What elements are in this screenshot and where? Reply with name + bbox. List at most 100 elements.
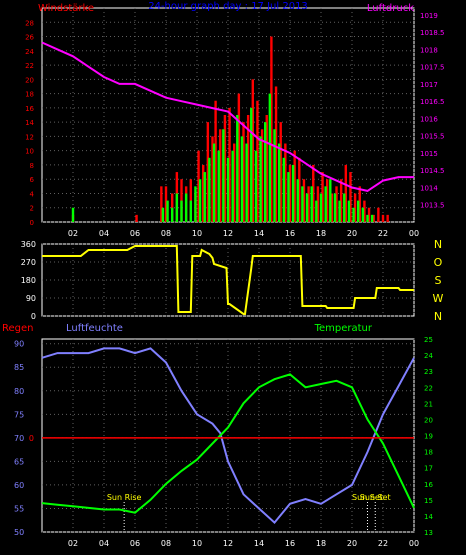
wind-bar	[212, 143, 216, 222]
wind-x-tick-label: 12	[223, 229, 233, 238]
gust-bar	[316, 186, 320, 222]
gust-bar	[164, 186, 168, 222]
wind-bar	[236, 115, 239, 222]
pressure-line	[41, 41, 414, 192]
temperature-y-tick-label: 13	[424, 529, 433, 537]
wind-bar	[338, 200, 341, 222]
gust-bar	[298, 157, 301, 222]
humidity-y-tick-label: 85	[14, 363, 24, 372]
gust-bar	[219, 129, 222, 222]
wind-bar	[352, 207, 355, 222]
temperature-y-tick-label: 25	[424, 336, 433, 344]
compass-label: W	[433, 292, 444, 305]
wind-bar	[171, 207, 174, 222]
wind-x-tick-label: 22	[378, 229, 388, 238]
climate-x-tick-label: 16	[285, 539, 295, 548]
wind-bar	[203, 172, 206, 222]
wind-y-tick-label: 0	[30, 219, 34, 227]
gust-bar	[367, 207, 371, 222]
wind-x-tick-label: 14	[254, 229, 264, 238]
wind-bar	[222, 129, 225, 222]
wind-bar	[315, 200, 318, 222]
wind-x-tick-label: 02	[68, 229, 78, 238]
wind-bar	[291, 164, 295, 222]
wind-x-tick-label: 04	[99, 229, 109, 238]
gust-bar	[206, 122, 210, 222]
gust-bar	[270, 36, 273, 223]
pressure-y-tick-label: 1018	[420, 46, 438, 54]
pressure-y-tick-label: 1013.5	[420, 202, 445, 210]
pressure-y-tick-label: 1015	[420, 150, 438, 158]
wind-y-tick-label: 26	[25, 34, 34, 42]
pressure-axis-title: Luftdruck	[367, 3, 414, 14]
temperature-y-tick-label: 16	[424, 481, 433, 489]
compass-label: N	[434, 238, 442, 251]
gust-bar	[279, 122, 282, 222]
humidity-y-tick-label: 70	[14, 434, 24, 443]
temperature-y-tick-label: 22	[424, 384, 433, 392]
wind-bar	[324, 186, 327, 222]
pressure-y-tick-label: 1017.5	[420, 64, 445, 72]
temperature-y-tick-label: 20	[424, 416, 433, 424]
gust-bar	[339, 179, 343, 222]
wind-bar	[287, 172, 290, 222]
wind-bar	[277, 143, 281, 222]
gust-bar	[288, 164, 292, 222]
pressure-y-tick-label: 1014.5	[420, 167, 445, 175]
wind-bar	[296, 179, 299, 222]
wind-bar	[282, 157, 285, 222]
wind-bar	[319, 193, 323, 222]
wind-bar	[273, 129, 276, 222]
gust-bar	[302, 179, 306, 222]
wind-y-tick-label: 12	[25, 133, 34, 141]
wind-bar	[347, 200, 351, 222]
wind-bar	[333, 193, 337, 222]
gust-bar	[265, 115, 268, 222]
temperature-y-tick-label: 19	[424, 433, 433, 441]
rain-axis-title: Regen	[2, 323, 34, 334]
wind-y-tick-label: 24	[25, 48, 34, 56]
temperature-y-tick-label: 14	[424, 513, 433, 521]
wind-bar	[198, 179, 202, 222]
wind-bar	[231, 150, 234, 222]
temperature-y-tick-label: 23	[424, 368, 433, 376]
wind-bar	[71, 207, 75, 222]
wind-bar	[189, 200, 192, 222]
gust-bar	[197, 150, 200, 222]
humidity-y-tick-label: 75	[14, 410, 24, 419]
wind-y-tick-label: 2	[30, 205, 34, 213]
gust-bar	[381, 214, 385, 222]
gust-bar	[321, 172, 324, 222]
gust-bar	[335, 186, 338, 222]
gust-bar	[228, 107, 231, 222]
sun-annotation: Sun Set	[360, 493, 391, 502]
pressure-y-tick-label: 1016.5	[420, 98, 445, 106]
gust-bar	[349, 172, 352, 222]
climate-x-tick-label: 02	[68, 539, 78, 548]
wind-bar	[254, 150, 258, 222]
wind-y-tick-label: 28	[25, 19, 34, 27]
temperature-y-tick-label: 18	[424, 449, 433, 457]
sun-annotation: Sun Set	[352, 493, 383, 502]
gust-bar	[358, 186, 361, 222]
gust-bar	[237, 93, 241, 222]
compass-label: N	[434, 310, 442, 323]
wind-y-tick-label: 18	[25, 91, 34, 99]
wind-bar	[361, 207, 365, 222]
wind-bar	[301, 186, 304, 222]
wind-bar	[370, 214, 374, 222]
gust-bar	[202, 164, 205, 222]
gust-bar	[312, 164, 315, 222]
wind-bar	[250, 107, 253, 222]
direction-y-tick-label: 0	[31, 312, 36, 321]
wind-bar	[161, 207, 165, 222]
compass-label: S	[435, 274, 442, 287]
gust-bar	[211, 136, 214, 222]
gust-bar	[284, 143, 287, 222]
humidity-y-tick-label: 55	[14, 504, 24, 513]
wind-bar	[305, 193, 309, 222]
climate-x-tick-label: 12	[223, 539, 233, 548]
wind-bar	[208, 157, 211, 222]
temperature-axis-title: Temperatur	[314, 323, 373, 334]
climate-x-tick-label: 22	[378, 539, 388, 548]
